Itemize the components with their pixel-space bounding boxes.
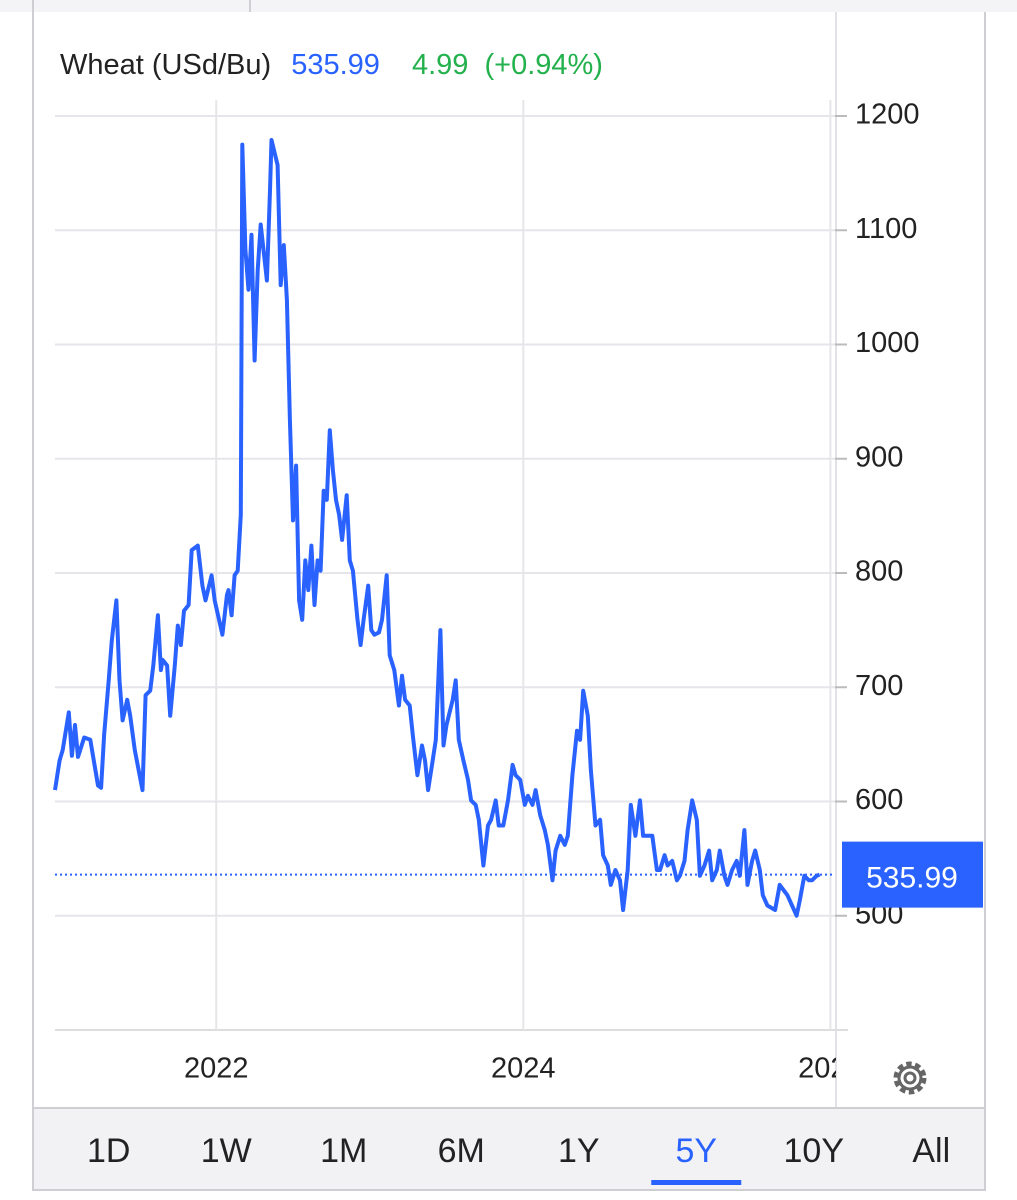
range-tab[interactable]: 1Y — [558, 1132, 600, 1170]
tab-bar — [32, 1107, 986, 1191]
y-tick-label: 900 — [855, 441, 903, 473]
y-tick-label: 700 — [855, 670, 903, 702]
range-tab[interactable]: 6M — [438, 1132, 485, 1170]
y-tick-label: 1200 — [855, 99, 920, 131]
range-tab[interactable]: 5Y — [675, 1132, 717, 1170]
last-price: 535.99 — [291, 49, 380, 81]
y-tick-label: 600 — [855, 784, 903, 816]
chart-title: Wheat (USd/Bu) — [60, 49, 271, 81]
range-tab[interactable]: 1D — [87, 1132, 130, 1170]
y-tick-label: 1100 — [855, 213, 917, 245]
y-tick-label: 1000 — [855, 327, 920, 359]
range-tab[interactable]: 1M — [320, 1132, 367, 1170]
last-price-box — [842, 841, 983, 908]
top-strip — [0, 0, 1017, 12]
x-tick-label: 2024 — [491, 1053, 556, 1085]
range-tab[interactable]: 1W — [201, 1132, 252, 1170]
price-change: 4.99 — [412, 49, 468, 81]
x-tick-label: 2026 — [798, 1053, 863, 1085]
x-tick-label: 2022 — [184, 1053, 249, 1085]
settings-button[interactable] — [893, 1061, 927, 1095]
y-tick-label: 800 — [855, 556, 903, 588]
chart-header: Wheat (USd/Bu) 535.99 4.99 (+0.94%) — [60, 49, 603, 81]
range-tab[interactable]: All — [912, 1132, 950, 1170]
range-tab[interactable]: 10Y — [784, 1132, 845, 1170]
selected-tab-indicator — [651, 1180, 742, 1185]
price-change-percent: (+0.94%) — [484, 49, 602, 81]
price-line — [53, 138, 821, 918]
last-price-label: 535.99 — [866, 862, 958, 895]
